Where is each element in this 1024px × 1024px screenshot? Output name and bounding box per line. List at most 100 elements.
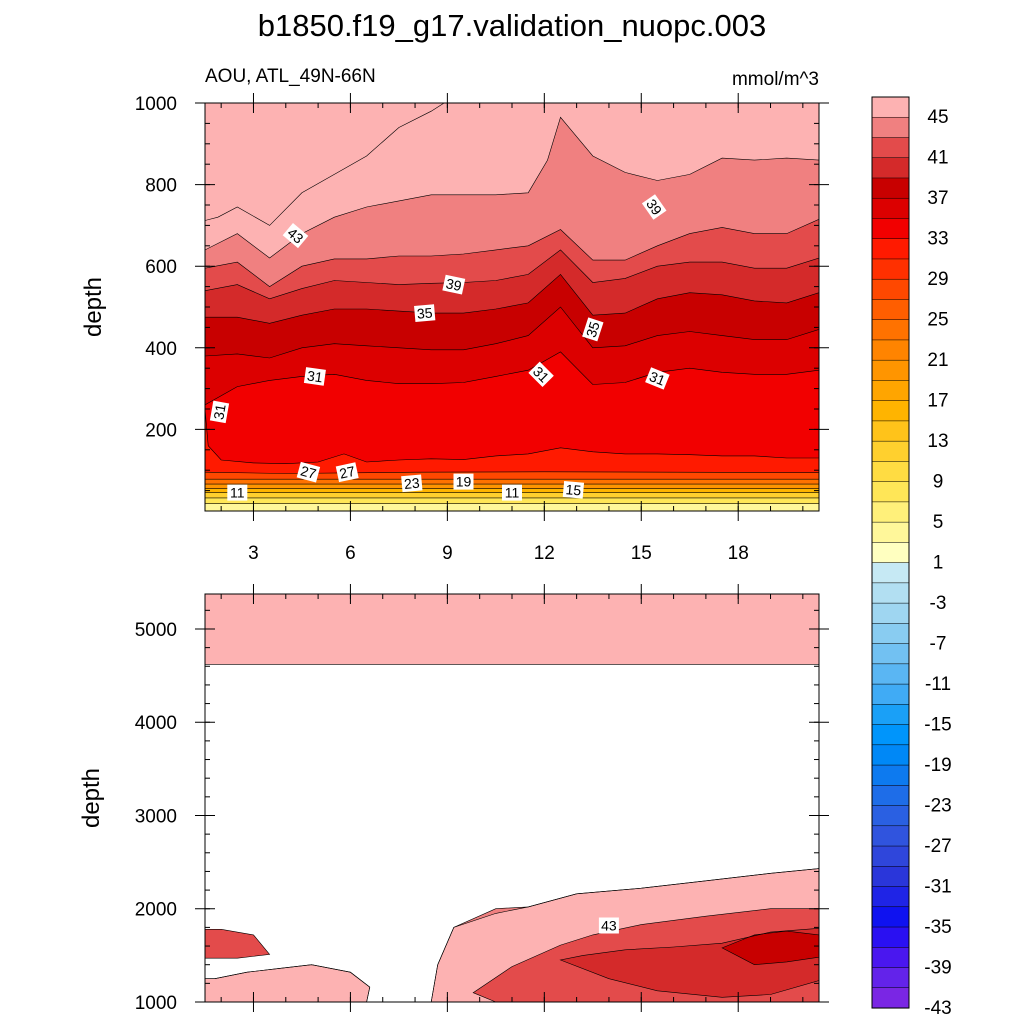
contour-label-text: 39 bbox=[445, 275, 464, 294]
contour-label-text: 31 bbox=[306, 367, 324, 385]
colorbar-box bbox=[871, 744, 910, 766]
colorbar-box bbox=[871, 339, 910, 361]
contour-label-text: 43 bbox=[601, 918, 617, 934]
colorbar-label: -43 bbox=[924, 998, 951, 1019]
upper-contour-line-25 bbox=[205, 471, 819, 474]
colorbar-box bbox=[871, 602, 910, 624]
contour-label-bg bbox=[401, 474, 423, 493]
upper-contour-line-39 bbox=[205, 219, 819, 287]
colorbar-box bbox=[871, 420, 910, 442]
colorbar-box bbox=[871, 177, 910, 199]
colorbar-box bbox=[871, 481, 910, 503]
upper-x-tick-label: 6 bbox=[345, 543, 356, 564]
upper-contour-label: 39 bbox=[442, 274, 466, 295]
colorbar-box bbox=[871, 947, 910, 969]
colorbar-box bbox=[871, 906, 910, 928]
upper-contour-plot: 200 400 600 800 1000 depth 3 6 9 12 15 18 11 27 27 23 19… bbox=[80, 93, 829, 564]
lower-fill-39-0 bbox=[205, 929, 270, 959]
lower-contour-line-37-0 bbox=[559, 927, 819, 998]
upper-x-axis: 3 6 9 12 15 18 bbox=[220, 93, 804, 564]
lower-y-tick-label: 2000 bbox=[135, 900, 177, 921]
colorbar: 45 41 37 33 29 25 21 17 13 9 5 1 -3 -7 -11 -15 -19 -23 -27… bbox=[871, 96, 952, 1019]
upper-y-tick-label: 1000 bbox=[135, 94, 177, 115]
lower-fill-45 bbox=[205, 594, 819, 665]
upper-contour-line-43 bbox=[205, 103, 445, 226]
contour-label-text: 31 bbox=[210, 403, 228, 421]
lower-y-tick-label: 5000 bbox=[135, 620, 177, 641]
colorbar-box bbox=[871, 157, 910, 179]
colorbar-box bbox=[871, 278, 910, 300]
colorbar-label: -35 bbox=[924, 917, 951, 938]
colorbar-box bbox=[871, 400, 910, 422]
upper-y-tick-label: 200 bbox=[145, 420, 177, 441]
lower-contour-line-43-0 bbox=[205, 964, 371, 1002]
contour-label-text: 11 bbox=[230, 485, 245, 501]
upper-y-tick-label: 600 bbox=[145, 257, 177, 278]
upper-contour-label: 35 bbox=[414, 304, 436, 322]
upper-contour-line-35 bbox=[205, 273, 819, 324]
contour-label-text: 23 bbox=[403, 475, 420, 492]
lower-y-axis: 1000 2000 3000 4000 5000 depth bbox=[78, 609, 829, 1014]
colorbar-box bbox=[871, 805, 910, 827]
lower-y-axis-label: depth bbox=[78, 768, 105, 828]
upper-contour-line-37 bbox=[205, 249, 819, 300]
contour-label-text: 27 bbox=[299, 462, 318, 482]
upper-contour-label: 15 bbox=[562, 480, 585, 499]
upper-contour-label: 19 bbox=[453, 473, 474, 490]
colorbar-label: -3 bbox=[930, 593, 947, 614]
contour-label-text: 19 bbox=[456, 474, 472, 490]
contour-label-bg bbox=[335, 462, 359, 483]
colorbar-box bbox=[871, 764, 910, 786]
lower-fill-43-0 bbox=[205, 964, 370, 1002]
colorbar-box bbox=[871, 238, 910, 260]
colorbar-label: 29 bbox=[927, 269, 948, 290]
lower-contour-labels: 43 bbox=[598, 917, 619, 934]
colorbar-box bbox=[871, 218, 910, 240]
colorbar-box bbox=[871, 967, 910, 989]
upper-contour-line-33 bbox=[205, 306, 819, 359]
lower-contour-label: 43 bbox=[598, 917, 619, 934]
lower-contour-line-35-0 bbox=[721, 930, 819, 966]
contour-label-bg bbox=[582, 317, 604, 342]
units-label: mmol/m^3 bbox=[732, 69, 819, 90]
lower-y-tick-label: 1000 bbox=[135, 993, 177, 1014]
contour-label-bg bbox=[414, 304, 436, 322]
upper-x-tick-label: 18 bbox=[728, 543, 749, 564]
colorbar-box bbox=[871, 501, 910, 523]
contour-label-bg bbox=[562, 480, 585, 499]
colorbar-label: 13 bbox=[927, 431, 948, 452]
upper-y-axis-label: depth bbox=[80, 277, 107, 337]
colorbar-label: 21 bbox=[927, 350, 948, 371]
upper-contour-label: 35 bbox=[582, 317, 604, 342]
contour-label-bg bbox=[303, 367, 326, 386]
colorbar-label: 1 bbox=[933, 553, 944, 574]
upper-contour-line-29 bbox=[205, 408, 819, 465]
colorbar-box bbox=[871, 542, 910, 564]
colorbar-box bbox=[871, 825, 910, 847]
contour-label-bg bbox=[209, 400, 230, 424]
lower-contour-line-39-0 bbox=[205, 929, 271, 959]
upper-contour-label: 31 bbox=[303, 367, 326, 386]
upper-x-tick-label: 12 bbox=[534, 543, 555, 564]
colorbar-box bbox=[871, 137, 910, 159]
colorbar-box bbox=[871, 866, 910, 888]
lower-x-axis bbox=[220, 584, 804, 1012]
colorbar-label: -23 bbox=[924, 796, 951, 817]
colorbar-label: -19 bbox=[924, 755, 951, 776]
contour-label-text: 31 bbox=[647, 368, 668, 389]
colorbar-label: 5 bbox=[933, 512, 944, 533]
contour-label-text: 11 bbox=[505, 485, 520, 501]
colorbar-box bbox=[871, 359, 910, 381]
colorbar-label: -39 bbox=[924, 958, 951, 979]
colorbar-box bbox=[871, 461, 910, 483]
upper-y-tick-label: 400 bbox=[145, 339, 177, 360]
colorbar-box bbox=[871, 724, 910, 746]
upper-x-tick-label: 3 bbox=[248, 543, 259, 564]
colorbar-box bbox=[871, 562, 910, 584]
colorbar-label: 37 bbox=[927, 188, 948, 209]
contour-label-bg bbox=[453, 473, 474, 490]
colorbar-label: 9 bbox=[933, 472, 944, 493]
upper-contour-label: 43 bbox=[282, 223, 309, 249]
colorbar-box bbox=[871, 987, 910, 1009]
colorbar-box bbox=[871, 926, 910, 948]
